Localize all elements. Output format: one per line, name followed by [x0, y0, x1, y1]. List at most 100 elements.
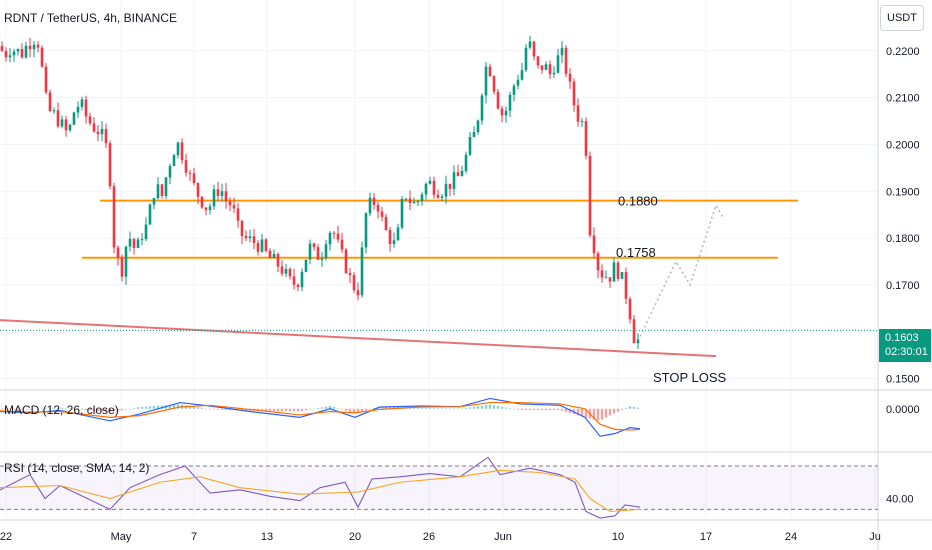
candle-body [548, 64, 552, 75]
rsi-panel[interactable]: RSI (14, close, SMA, 14, 2) [0, 456, 878, 519]
candle-body [596, 253, 600, 271]
candle-body [372, 197, 376, 205]
macd-histogram-bar [424, 407, 428, 409]
macd-histogram-bar [600, 408, 604, 420]
candle-body [360, 247, 364, 296]
candle-body [364, 213, 368, 248]
price-tick-label: 0.2100 [886, 93, 920, 105]
candle-body [208, 206, 212, 211]
candle-body [4, 50, 8, 58]
macd-histogram-bar [492, 405, 496, 409]
candle-body [84, 99, 88, 117]
candle-body [288, 268, 292, 277]
macd-histogram-bar [428, 407, 432, 409]
time-axis[interactable]: 22 May 7 13 20 26 Jun 10 17 24 Ju [0, 531, 881, 543]
candle-body [476, 120, 480, 133]
candle-body [624, 272, 628, 299]
candle-body [80, 99, 84, 107]
currency-button[interactable]: USDT [880, 5, 924, 31]
macd-histogram-bar [60, 407, 64, 409]
candle-body [348, 273, 352, 276]
macd-histogram-bar [192, 406, 196, 409]
candle-body [88, 116, 92, 124]
candle-body [484, 66, 488, 96]
macd-histogram-bar [36, 408, 40, 410]
macd-histogram-bar [460, 408, 464, 409]
candle-body [564, 47, 568, 74]
macd-panel[interactable]: MACD (12, 26, close) [0, 397, 641, 437]
candle-body [480, 95, 484, 121]
macd-histogram-bar [188, 406, 192, 409]
candle-body [316, 247, 320, 260]
candle-body [160, 184, 164, 197]
candle-body [608, 277, 612, 282]
macd-histogram-bar [528, 408, 532, 411]
time-tick-label: May [111, 531, 132, 543]
candle-body [308, 243, 312, 260]
price-panel[interactable]: STOP LOSS 0.1880 0.1758 [0, 35, 878, 385]
macd-histogram-bar [64, 408, 68, 409]
macd-histogram-bar [412, 407, 416, 409]
macd-line [0, 397, 641, 437]
candle-body [388, 230, 392, 244]
macd-histogram-bar [308, 408, 312, 410]
macd-histogram-bar [44, 408, 48, 410]
macd-histogram-bar [116, 408, 120, 411]
macd-histogram-bar [104, 408, 108, 412]
candle-body [8, 55, 12, 58]
macd-histogram-bar [8, 408, 12, 410]
price-axis[interactable]: 0.2200 0.2100 0.2000 0.1900 0.1800 0.1700 0.15… [886, 46, 920, 506]
candle-body [380, 211, 384, 217]
macd-histogram-bar [348, 408, 352, 412]
macd-histogram-bar [580, 408, 584, 417]
macd-histogram-bar [24, 408, 28, 410]
time-tick-label: Ju [869, 531, 881, 543]
candle-body [584, 121, 588, 156]
macd-histogram-bar [312, 408, 316, 410]
macd-histogram-bar [560, 408, 564, 411]
macd-histogram-bar [552, 408, 556, 411]
time-tick-label: 26 [423, 531, 435, 543]
candle-body [216, 189, 220, 196]
macd-histogram-bar [436, 408, 440, 409]
candle-body [104, 128, 108, 144]
level-label-1758: 0.1758 [616, 245, 656, 260]
macd-histogram-bar [508, 408, 512, 409]
macd-histogram-bar [200, 408, 204, 409]
projection-path[interactable] [639, 203, 725, 337]
price-tick-label: 0.1500 [886, 374, 920, 386]
macd-histogram-bar [280, 408, 284, 412]
candle-body [40, 47, 44, 67]
candle-body [560, 47, 564, 56]
macd-histogram-bar [56, 407, 60, 409]
candle-body [512, 85, 516, 95]
macd-histogram-bar [132, 408, 136, 409]
stop-loss-label: STOP LOSS [653, 370, 727, 385]
candle-body [444, 183, 448, 197]
candle-body [572, 81, 576, 106]
macd-histogram-bar [112, 408, 116, 412]
macd-histogram-bar [616, 408, 620, 412]
macd-histogram-bar [384, 406, 388, 409]
candle-body [244, 235, 248, 238]
macd-histogram-bar [80, 408, 84, 410]
macd-histogram-bar [224, 408, 228, 410]
macd-title[interactable]: MACD (12, 26, close) [4, 403, 119, 417]
macd-histogram-bar [420, 407, 424, 409]
candle-body [44, 66, 48, 93]
candle-body [36, 44, 40, 48]
macd-histogram-bar [356, 408, 360, 413]
time-tick-label: 22 [0, 531, 12, 543]
rsi-title[interactable]: RSI (14, close, SMA, 14, 2) [4, 461, 149, 475]
candle-body [448, 183, 452, 189]
chart-title[interactable]: RDNT / TetherUS, 4h, BINANCE [4, 11, 177, 25]
candle-body [352, 275, 356, 291]
candle-body [20, 48, 24, 58]
candle-body [296, 284, 300, 288]
macd-histogram-bar [620, 408, 624, 410]
candle-body [568, 73, 572, 82]
macd-histogram-bar [336, 408, 340, 409]
descending-trendline[interactable] [0, 319, 717, 358]
macd-histogram-bar [212, 408, 216, 410]
